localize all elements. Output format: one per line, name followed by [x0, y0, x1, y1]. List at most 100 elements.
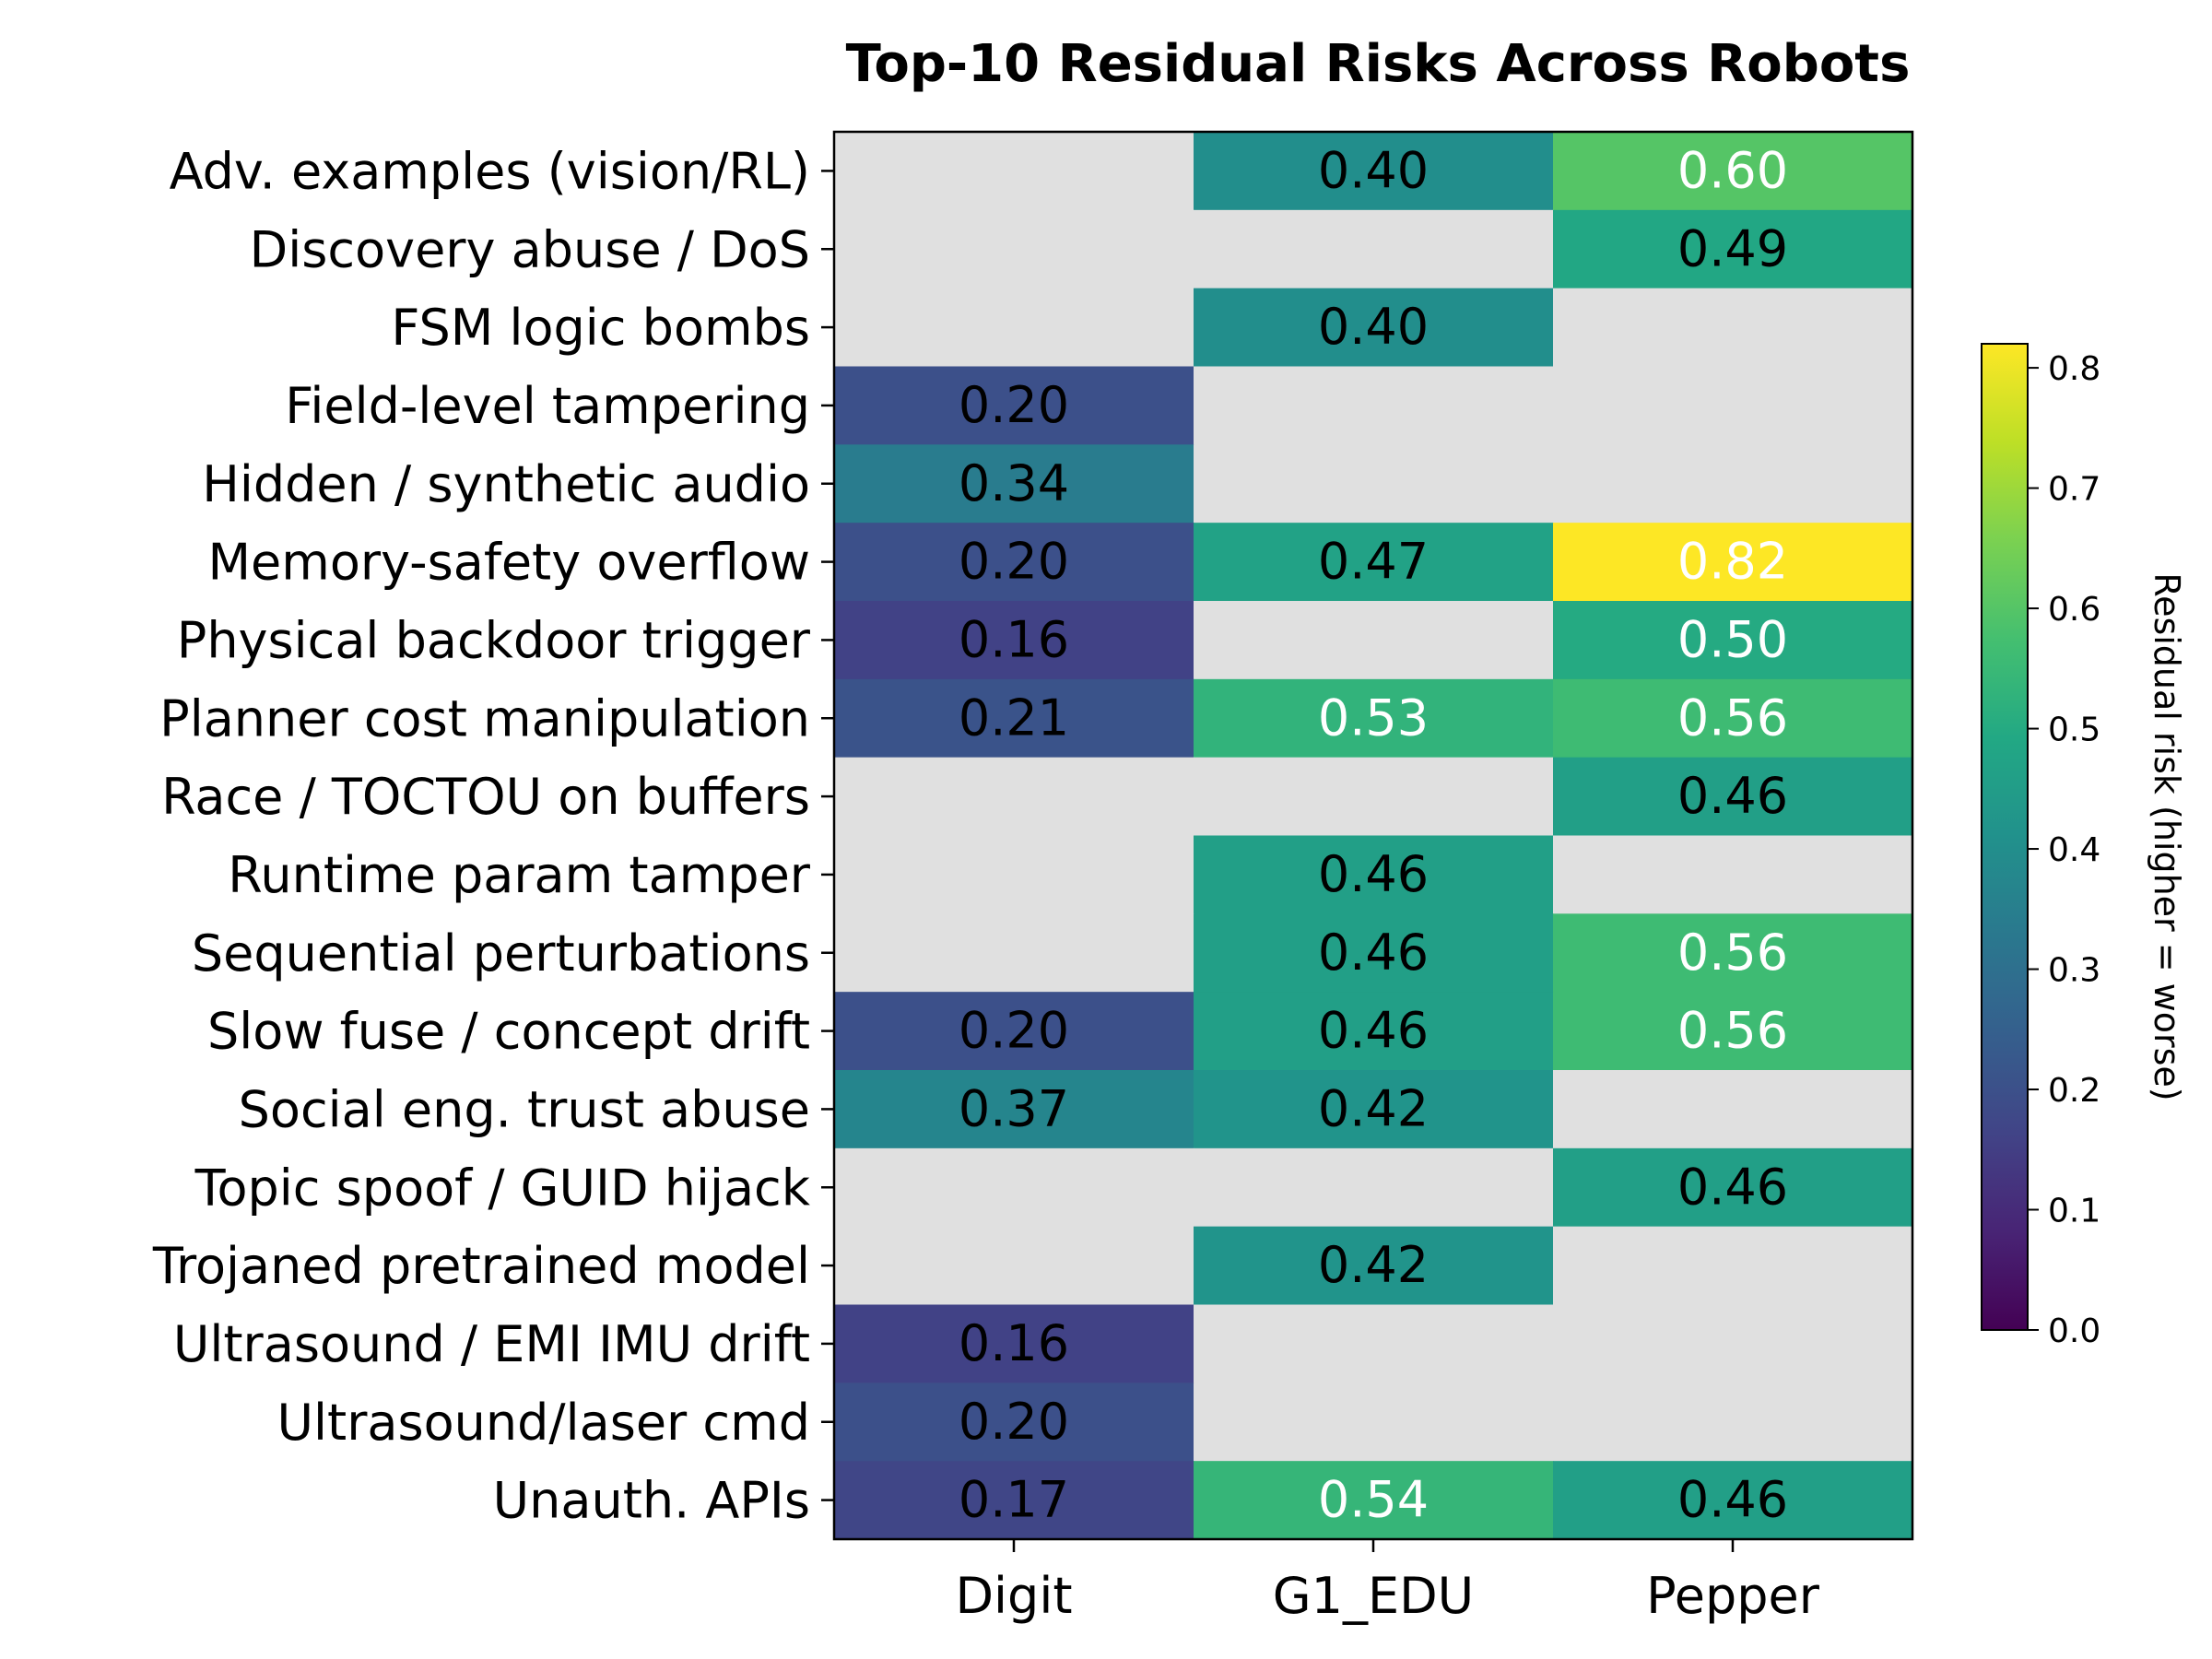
- heatmap-cell: [834, 1147, 1194, 1228]
- heatmap-cell: [1553, 678, 1913, 759]
- y-tick-label: Sequential perturbations: [192, 924, 810, 982]
- heatmap-cell: [1194, 366, 1554, 445]
- heatmap-cell: [1194, 1070, 1554, 1149]
- y-tick-label: Ultrasound/laser cmd: [277, 1394, 810, 1452]
- cell-value-label: 0.20: [959, 533, 1069, 591]
- cell-value-label: 0.37: [959, 1079, 1069, 1137]
- heatmap-cell: [1553, 1304, 1913, 1383]
- heatmap-cell: [1553, 288, 1913, 368]
- heatmap-cell: [834, 366, 1194, 445]
- heatmap-cell: [1194, 1147, 1554, 1228]
- heatmap-cell: [834, 132, 1194, 211]
- heatmap-cell: [834, 992, 1194, 1071]
- cell-value-label: 0.56: [1677, 688, 1788, 747]
- cell-value-label: 0.21: [959, 688, 1069, 747]
- colorbar: 0.0 0.1 0.2 0.3 0.4 0.5 0.6 0.7 0.8 Residual risk…: [1981, 343, 2187, 1350]
- x-axis: Digit G1_EDU Pepper: [955, 1539, 1820, 1625]
- y-tick-label: Planner cost manipulation: [159, 689, 810, 747]
- colorbar-tick-label: 0.2: [2048, 1072, 2100, 1110]
- cell-value-label: 0.46: [1318, 1002, 1429, 1060]
- heatmap-cell: [1194, 835, 1554, 914]
- heatmap-cell: [1194, 601, 1554, 680]
- y-tick-label: Physical backdoor trigger: [177, 611, 811, 669]
- colorbar-tick-label: 0.3: [2048, 952, 2100, 990]
- colorbar-tick-label: 0.6: [2048, 591, 2100, 629]
- x-tick-label: Pepper: [1646, 1567, 1820, 1625]
- colorbar-tick-label: 0.7: [2048, 471, 2100, 509]
- y-tick-label: Runtime param tamper: [228, 846, 811, 904]
- heatmap-cell: [1553, 366, 1913, 445]
- cell-value-label: 0.53: [1318, 688, 1429, 747]
- y-tick-label: Ultrasound / EMI IMU drift: [173, 1315, 810, 1373]
- heatmap-cell: [1553, 444, 1913, 524]
- heatmap-cell: [1194, 913, 1554, 993]
- heatmap-cell: [834, 288, 1194, 368]
- heatmap-cell: [1553, 913, 1913, 993]
- x-tick-label: Digit: [955, 1567, 1072, 1625]
- y-tick-label: Unauth. APIs: [493, 1472, 810, 1530]
- heatmap-cell: [1553, 1226, 1913, 1306]
- y-tick-label: Topic spoof / GUID hijack: [194, 1159, 811, 1217]
- cell-value-label: 0.50: [1677, 610, 1788, 668]
- y-axis: Adv. examples (vision/RL) Discovery abuse…: [152, 142, 834, 1530]
- heatmap-cell: [1553, 132, 1913, 211]
- heatmap-cell: [1553, 523, 1913, 602]
- heatmap-cell: [1194, 288, 1554, 368]
- heatmap-cell: [834, 1461, 1194, 1540]
- cell-value-label: 0.42: [1318, 1236, 1429, 1294]
- cell-value-label: 0.60: [1677, 141, 1788, 199]
- heatmap-cell: [1194, 678, 1554, 759]
- heatmap-cell: [1553, 1382, 1913, 1462]
- heatmap-cell: [1553, 1070, 1913, 1149]
- y-tick-label: Social eng. trust abuse: [239, 1080, 810, 1138]
- cell-value-label: 0.42: [1318, 1079, 1429, 1137]
- heatmap-cell: [834, 1226, 1194, 1306]
- cell-value-label: 0.17: [959, 1471, 1069, 1529]
- heatmap-cell: [1553, 601, 1913, 680]
- colorbar-tick-label: 0.0: [2048, 1312, 2100, 1350]
- heatmap-cell: [834, 678, 1194, 759]
- heatmap-cell: [1194, 209, 1554, 289]
- chart-title: Top-10 Residual Risks Across Robots: [846, 34, 1911, 94]
- cell-value-label: 0.46: [1677, 767, 1788, 825]
- heatmap-cell: [1194, 523, 1554, 602]
- heatmap-cell: [834, 1070, 1194, 1149]
- heatmap-cell: [1553, 1147, 1913, 1228]
- cell-value-label: 0.82: [1677, 533, 1788, 591]
- heatmap-cell: [1553, 835, 1913, 914]
- heatmap-cell: [1194, 1226, 1554, 1306]
- heatmap-cell: [834, 601, 1194, 680]
- cell-value-label: 0.46: [1318, 845, 1429, 903]
- y-tick-label: Hidden / synthetic audio: [202, 455, 810, 513]
- cell-value-label: 0.40: [1318, 141, 1429, 199]
- heatmap-cell: [834, 913, 1194, 993]
- y-tick-label: Discovery abuse / DoS: [250, 220, 810, 278]
- y-tick-label: FSM logic bombs: [391, 299, 810, 357]
- colorbar-gradient: [1981, 343, 2029, 1331]
- cell-value-label: 0.20: [959, 1393, 1069, 1451]
- heatmap-cell: [1553, 209, 1913, 289]
- heatmap-cell: [1194, 757, 1554, 837]
- cell-value-label: 0.16: [959, 610, 1069, 668]
- heatmap-cell: [1194, 1304, 1554, 1383]
- cell-value-label: 0.56: [1677, 924, 1788, 982]
- heatmap-cell: [834, 1304, 1194, 1383]
- cell-value-label: 0.16: [959, 1314, 1069, 1372]
- heatmap-cell: [834, 523, 1194, 602]
- colorbar-tick-label: 0.8: [2048, 350, 2100, 388]
- heatmap-cell: [1194, 992, 1554, 1071]
- heatmap-cell: [834, 1382, 1194, 1462]
- heatmap-cell: [834, 209, 1194, 289]
- y-tick-label: Trojaned pretrained model: [152, 1237, 810, 1295]
- heatmap-cells: [834, 132, 1913, 1540]
- y-tick-label: Adv. examples (vision/RL): [170, 142, 810, 200]
- heatmap-cell: [1553, 992, 1913, 1071]
- y-tick-label: Race / TOCTOU on buffers: [161, 768, 810, 826]
- y-tick-label: Field-level tampering: [285, 377, 810, 435]
- x-tick-label: G1_EDU: [1273, 1567, 1474, 1625]
- colorbar-tick-label: 0.1: [2048, 1193, 2100, 1230]
- heatmap-cell: [1194, 1461, 1554, 1540]
- cell-value-label: 0.46: [1318, 924, 1429, 982]
- cell-value-label: 0.56: [1677, 1002, 1788, 1060]
